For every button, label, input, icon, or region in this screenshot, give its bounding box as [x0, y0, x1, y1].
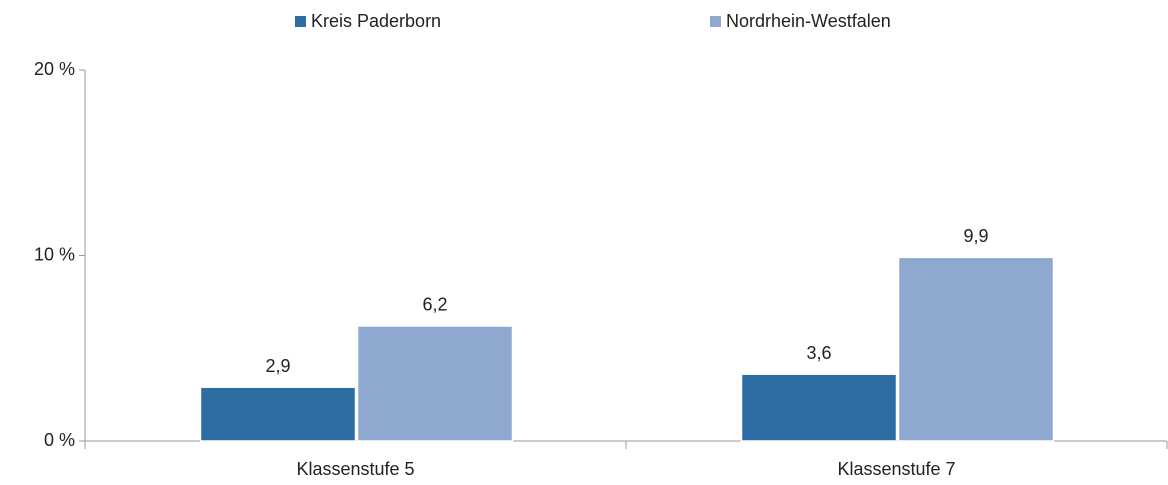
legend-label: Nordrhein-Westfalen [726, 11, 891, 31]
legend-swatch [295, 16, 306, 27]
x-tick-label: Klassenstufe 5 [296, 459, 414, 479]
bar [897, 256, 1055, 442]
bar [199, 386, 357, 442]
bar [740, 373, 898, 442]
value-label: 6,2 [422, 295, 447, 315]
value-label: 3,6 [806, 343, 831, 363]
bar [356, 325, 514, 442]
value-label: 2,9 [265, 356, 290, 376]
x-tick-label: Klassenstufe 7 [837, 459, 955, 479]
y-tick-label: 10 % [34, 244, 75, 264]
value-label: 9,9 [963, 226, 988, 246]
legend-label: Kreis Paderborn [311, 11, 441, 31]
y-tick-label: 0 % [44, 430, 75, 450]
y-tick-label: 20 % [34, 59, 75, 79]
legend-swatch [710, 16, 721, 27]
